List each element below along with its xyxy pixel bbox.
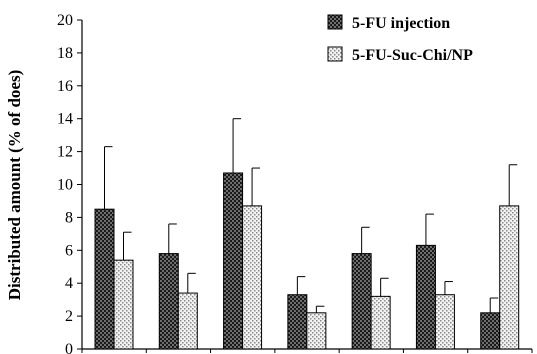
bar-5fu-injection xyxy=(415,244,436,350)
error-bars xyxy=(104,118,518,313)
bar-5fu-suc-chi-np xyxy=(113,259,134,350)
bar-5fu-suc-chi-np xyxy=(434,294,455,350)
legend-swatch-5fu-injection xyxy=(327,14,343,30)
y-axis-ticks: 0 2 4 6 8 10 12 14 16 18 20 xyxy=(57,12,82,354)
legend-label-5fu-injection: 5-FU injection xyxy=(352,15,450,32)
bars xyxy=(94,172,520,350)
y-tick-label: 20 xyxy=(57,12,73,29)
y-tick-label: 0 xyxy=(65,341,73,354)
y-tick-label: 14 xyxy=(57,111,73,128)
y-tick-label: 12 xyxy=(57,144,73,161)
bar-5fu-injection xyxy=(158,253,179,350)
bar-5fu-injection xyxy=(351,253,372,350)
y-axis-label: Distributed amount (% of does) xyxy=(5,70,24,300)
bar-5fu-suc-chi-np xyxy=(306,312,327,350)
y-tick-label: 6 xyxy=(65,242,73,259)
bar-5fu-suc-chi-np xyxy=(177,292,198,350)
y-tick-label: 10 xyxy=(57,177,73,194)
legend: 5-FU injection 5-FU-Suc-Chi/NP xyxy=(327,14,473,64)
bar-5fu-suc-chi-np xyxy=(370,295,391,350)
bar-5fu-injection xyxy=(94,208,115,350)
legend-label-5fu-suc-chi-np: 5-FU-Suc-Chi/NP xyxy=(352,47,473,64)
y-tick-label: 2 xyxy=(65,308,73,325)
bar-5fu-injection xyxy=(287,294,308,350)
legend-swatch-5fu-suc-chi-np xyxy=(327,46,343,62)
y-tick-label: 8 xyxy=(65,209,73,226)
y-tick-label: 16 xyxy=(57,78,73,95)
bar-5fu-injection xyxy=(223,172,244,350)
y-tick-label: 4 xyxy=(65,275,73,292)
bar-5fu-suc-chi-np xyxy=(242,205,263,350)
bar-5fu-suc-chi-np xyxy=(499,205,520,350)
y-tick-label: 18 xyxy=(57,45,73,62)
bar-5fu-injection xyxy=(480,312,501,350)
